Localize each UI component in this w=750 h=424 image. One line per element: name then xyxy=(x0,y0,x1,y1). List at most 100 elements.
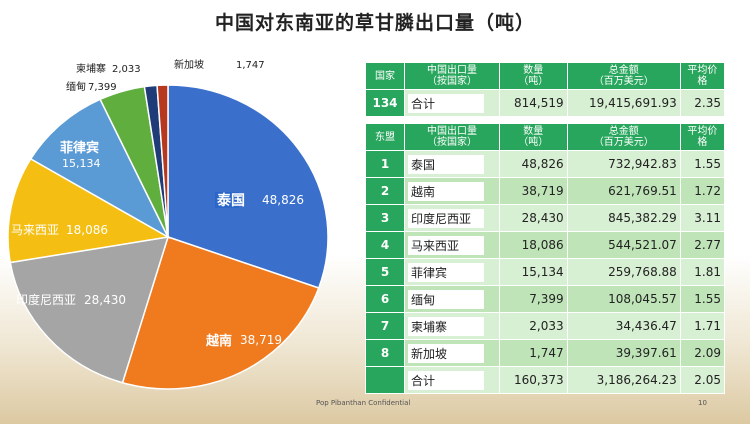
label-thailand-value: 48,826 xyxy=(262,193,304,207)
label-singapore-name: 新加坡 xyxy=(174,58,204,71)
label-vietnam-value: 38,719 xyxy=(240,333,282,347)
header-avg-line2: 格 xyxy=(697,76,708,87)
header-export-line2: （按国家） xyxy=(427,76,477,87)
row-avg: 1.55 xyxy=(679,285,726,313)
header-export-line1: 中国出口量 xyxy=(427,65,477,76)
row-avg: 1.55 xyxy=(679,150,726,178)
table-row: 8 新加坡 1,747 39,397.61 2.09 xyxy=(365,339,726,367)
thailand-label-box xyxy=(215,192,239,208)
header-export: 中国出口量 （按国家） xyxy=(404,123,500,151)
row-avg: 2.05 xyxy=(679,366,726,394)
row-name: 菲律宾 xyxy=(408,262,484,282)
page-number: 10 xyxy=(698,399,707,407)
header-export-line1: 中国出口量 xyxy=(427,126,477,137)
row-index: 134 xyxy=(365,89,405,117)
row-amount: 34,436.47 xyxy=(566,312,681,340)
row-qty: 814,519 xyxy=(499,89,568,117)
pie-slice-indonesia xyxy=(9,236,170,384)
label-singapore-value: 1,747 xyxy=(236,60,265,71)
row-index: 8 xyxy=(365,339,405,367)
header-avg-line2: 格 xyxy=(697,137,708,148)
header-quantity-line2: （吨） xyxy=(518,137,549,148)
row-qty: 28,430 xyxy=(499,204,568,232)
header-amount: 总金额 （百万美元） xyxy=(566,123,681,151)
header-quantity-line1: 数量 xyxy=(523,126,544,137)
row-avg: 2.35 xyxy=(679,89,726,117)
row-qty: 48,826 xyxy=(499,150,568,178)
table-row: 3 印度尼西亚 28,430 845,382.29 3.11 xyxy=(365,204,726,232)
row-name: 越南 xyxy=(408,181,484,201)
header-amount: 总金额 （百万美元） xyxy=(566,62,681,90)
row-qty: 7,399 xyxy=(499,285,568,313)
table-row: 1 泰国 48,826 732,942.83 1.55 xyxy=(365,150,726,178)
label-philippines-name: 菲律宾 xyxy=(60,140,99,156)
row-qty: 1,747 xyxy=(499,339,568,367)
header-quantity-line2: （吨） xyxy=(518,76,549,87)
header-amount-line1: 总金额 xyxy=(608,126,639,137)
row-name: 合计 xyxy=(408,370,484,390)
row-amount: 732,942.83 xyxy=(566,150,681,178)
row-index: 5 xyxy=(365,258,405,286)
row-avg: 3.11 xyxy=(679,204,726,232)
row-avg: 1.72 xyxy=(679,177,726,205)
row-avg: 1.81 xyxy=(679,258,726,286)
row-index: 4 xyxy=(365,231,405,259)
table-row: 7 柬埔寨 2,033 34,436.47 1.71 xyxy=(365,312,726,340)
header-country: 国家 xyxy=(365,62,405,90)
pie-slice-thailand xyxy=(167,84,329,289)
label-indonesia-name: 印度尼西亚 xyxy=(16,292,76,307)
table-row-asean-total: 合计 160,373 3,186,264.23 2.05 xyxy=(365,366,726,394)
label-philippines-value: 15,134 xyxy=(62,157,101,170)
label-cambodia-name: 柬埔寨 xyxy=(76,62,106,75)
row-amount: 19,415,691.93 xyxy=(566,89,681,117)
row-name: 缅甸 xyxy=(408,289,484,309)
row-index: 2 xyxy=(365,177,405,205)
table-header-row: 国家 中国出口量 （按国家） 数量 （吨） 总金额 （百万美元） 平均价格 xyxy=(365,62,726,90)
row-qty: 15,134 xyxy=(499,258,568,286)
row-amount: 108,045.57 xyxy=(566,285,681,313)
row-amount: 621,769.51 xyxy=(566,177,681,205)
header-avg-line1: 平均价 xyxy=(687,65,718,76)
header-avg: 平均价格 xyxy=(679,123,726,151)
row-avg: 1.71 xyxy=(679,312,726,340)
row-index: 1 xyxy=(365,150,405,178)
row-amount: 259,768.88 xyxy=(566,258,681,286)
pie-slice-philippines xyxy=(29,98,170,239)
row-index xyxy=(365,366,405,394)
footer-confidential: Pop Pibanthan Confidential xyxy=(316,399,411,407)
header-avg-line1: 平均价 xyxy=(687,126,718,137)
table-row-total: 134 合计 814,519 19,415,691.93 2.35 xyxy=(365,89,726,117)
table-row: 4 马来西亚 18,086 544,521.07 2.77 xyxy=(365,231,726,259)
table-header-row-asean: 东盟 中国出口量 （按国家） 数量 （吨） 总金额 （百万美元） 平均价格 xyxy=(365,123,726,151)
label-malaysia-value: 18,086 xyxy=(66,223,108,237)
header-asean: 东盟 xyxy=(365,123,405,151)
table-row: 2 越南 38,719 621,769.51 1.72 xyxy=(365,177,726,205)
row-name: 印度尼西亚 xyxy=(408,208,484,228)
row-amount: 3,186,264.23 xyxy=(566,366,681,394)
row-index: 6 xyxy=(365,285,405,313)
label-thailand-name: 泰国 xyxy=(216,192,245,209)
row-name: 合计 xyxy=(408,93,484,113)
row-index: 7 xyxy=(365,312,405,340)
header-amount-line2: （百万美元） xyxy=(593,76,654,87)
row-name: 柬埔寨 xyxy=(408,316,484,336)
label-vietnam-name: 越南 xyxy=(205,333,232,349)
header-quantity-line1: 数量 xyxy=(523,65,544,76)
header-amount-line1: 总金额 xyxy=(608,65,639,76)
header-quantity: 数量 （吨） xyxy=(499,123,568,151)
header-avg: 平均价格 xyxy=(679,62,726,90)
header-quantity: 数量 （吨） xyxy=(499,62,568,90)
row-qty: 2,033 xyxy=(499,312,568,340)
export-table: 国家 中国出口量 （按国家） 数量 （吨） 总金额 （百万美元） 平均价格 134 合… xyxy=(365,62,726,394)
row-amount: 544,521.07 xyxy=(566,231,681,259)
pie-slice-vietnam xyxy=(121,236,320,390)
row-avg: 2.09 xyxy=(679,339,726,367)
label-indonesia-value: 28,430 xyxy=(84,293,126,307)
header-export: 中国出口量 （按国家） xyxy=(404,62,500,90)
row-index: 3 xyxy=(365,204,405,232)
chart-title: 中国对东南亚的草甘膦出口量（吨） xyxy=(214,12,535,34)
row-qty: 18,086 xyxy=(499,231,568,259)
row-name: 马来西亚 xyxy=(408,235,484,255)
label-cambodia-value: 2,033 xyxy=(112,64,141,75)
label-myanmar-value: 7,399 xyxy=(88,82,117,93)
